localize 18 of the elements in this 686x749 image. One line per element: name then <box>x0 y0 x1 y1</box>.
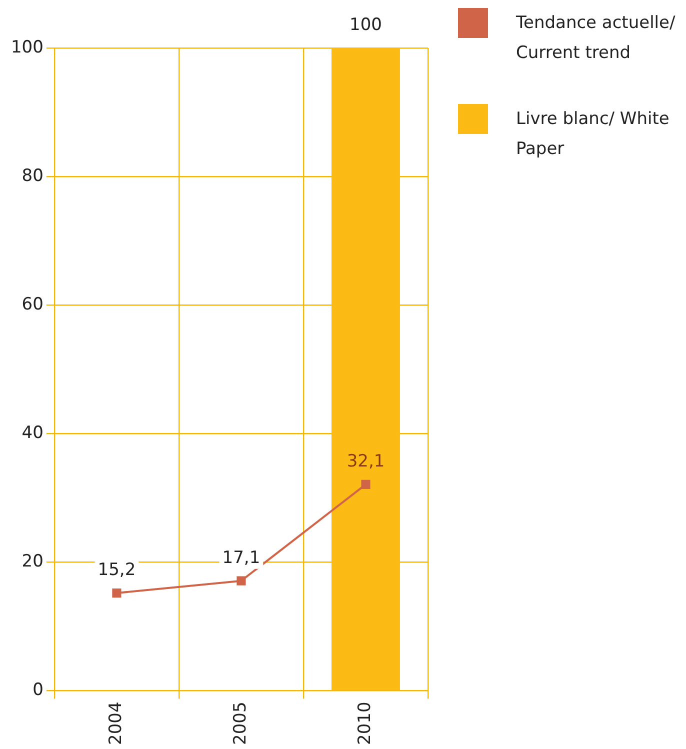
legend-label: Livre blanc/ White Paper <box>516 108 670 161</box>
legend-label: Tendance actuelle/ Current trend <box>516 12 676 65</box>
data-label: 32,1 <box>346 451 385 472</box>
point <box>361 480 370 489</box>
y-tick-label: 60 <box>22 294 44 315</box>
x-tick-label: 2004 <box>106 702 126 745</box>
data-label: 100 <box>350 14 382 35</box>
point <box>236 576 246 586</box>
data-label: 17,1 <box>222 548 260 568</box>
y-tick-label: 20 <box>22 552 44 572</box>
y-tick-label: 80 <box>22 166 44 186</box>
point <box>112 588 122 598</box>
y-tick-label: 40 <box>22 423 44 444</box>
y-tick-label: 100 <box>10 37 44 58</box>
x-tick-label: 2010 <box>355 702 376 745</box>
y-tick-label: 0 <box>32 680 44 700</box>
x-tick-label: 2005 <box>230 702 251 745</box>
data-label: 15,2 <box>98 560 136 580</box>
